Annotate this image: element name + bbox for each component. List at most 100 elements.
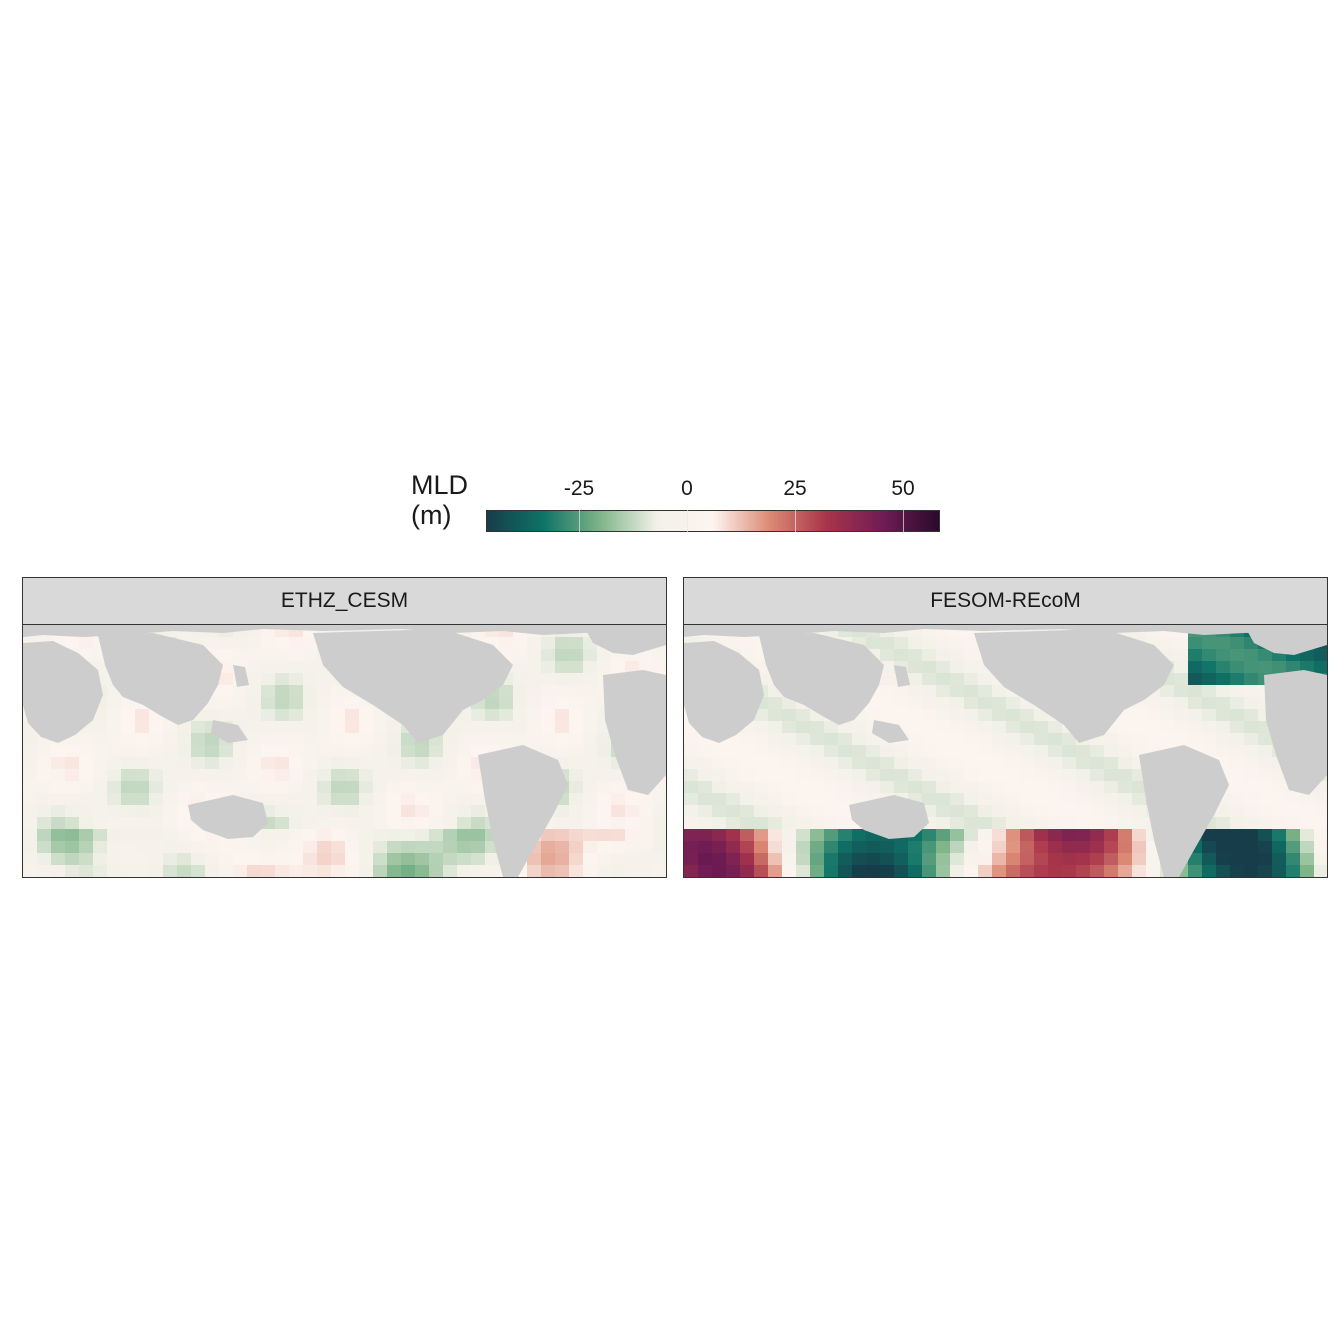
mld-cell — [303, 853, 318, 866]
mld-cell — [317, 745, 332, 758]
mld-cell — [135, 805, 150, 818]
mld-cell — [1230, 697, 1245, 710]
mld-cell — [1118, 829, 1133, 842]
mld-cell — [569, 829, 584, 842]
mld-cell — [1034, 757, 1049, 770]
mld-cell — [768, 721, 783, 734]
mld-cell — [177, 853, 192, 866]
mld-cell — [289, 829, 304, 842]
mld-cell — [866, 865, 881, 877]
mld-cell — [1216, 685, 1231, 698]
mld-cell — [457, 805, 472, 818]
mld-cell — [611, 841, 626, 854]
mld-cell — [303, 805, 318, 818]
mld-cell — [782, 829, 797, 842]
mld-cell — [289, 709, 304, 722]
mld-cell — [852, 745, 867, 758]
mld-cell — [1286, 661, 1301, 674]
mld-cell — [93, 853, 108, 866]
mld-cell — [1062, 841, 1077, 854]
mld-cell — [135, 721, 150, 734]
mld-cell — [768, 757, 783, 770]
mld-cell — [625, 817, 640, 830]
mld-cell — [163, 853, 178, 866]
mld-cell — [177, 865, 192, 877]
mld-cell — [457, 829, 472, 842]
mld-cell — [429, 853, 444, 866]
mld-cell — [978, 793, 993, 806]
mld-cell — [583, 841, 598, 854]
mld-cell — [317, 685, 332, 698]
mld-cell — [37, 757, 52, 770]
mld-cell — [964, 793, 979, 806]
mld-cell — [1230, 841, 1245, 854]
mld-cell — [135, 853, 150, 866]
mld-cell — [852, 853, 867, 866]
mld-cell — [922, 841, 937, 854]
mld-cell — [726, 745, 741, 758]
mld-cell — [992, 793, 1007, 806]
mld-cell — [317, 829, 332, 842]
mld-cell — [569, 721, 584, 734]
mld-cell — [1216, 721, 1231, 734]
mld-cell — [597, 793, 612, 806]
mld-cell — [838, 841, 853, 854]
mld-cell — [1216, 841, 1231, 854]
mld-cell — [1076, 805, 1091, 818]
mld-cell — [1006, 841, 1021, 854]
mld-cell — [317, 721, 332, 734]
mld-cell — [936, 637, 951, 650]
mld-cell — [191, 769, 206, 782]
mld-cell — [768, 865, 783, 877]
mld-cell — [1188, 673, 1203, 686]
mld-cell — [653, 649, 666, 662]
mld-cell — [1062, 817, 1077, 830]
mld-cell — [684, 865, 699, 877]
mld-cell — [65, 805, 80, 818]
mld-cell — [79, 853, 94, 866]
mld-cell — [345, 865, 360, 877]
mld-cell — [597, 865, 612, 877]
mld-cell — [880, 685, 895, 698]
mld-cell — [1244, 757, 1259, 770]
mld-cell — [1244, 709, 1259, 722]
mld-cell — [275, 745, 290, 758]
mld-cell — [65, 853, 80, 866]
mld-cell — [247, 649, 262, 662]
mld-cell — [569, 853, 584, 866]
mld-cell — [964, 757, 979, 770]
mld-cell — [740, 841, 755, 854]
mld-cell — [51, 745, 66, 758]
mld-cell — [1230, 661, 1245, 674]
mld-cell — [149, 733, 164, 746]
mld-cell — [429, 769, 444, 782]
mld-cell — [908, 757, 923, 770]
legend: MLD (m) -25 0 25 50 — [0, 0, 1344, 560]
mld-cell — [233, 685, 248, 698]
mld-cell — [401, 817, 416, 830]
mld-cell — [541, 733, 556, 746]
mld-cell — [740, 781, 755, 794]
land-polygon — [1244, 625, 1327, 655]
mld-cell — [894, 745, 909, 758]
mld-cell — [936, 733, 951, 746]
mld-cell — [1020, 781, 1035, 794]
mld-cell — [401, 793, 416, 806]
mld-cell — [555, 637, 570, 650]
mld-cell — [838, 781, 853, 794]
mld-cell — [1090, 781, 1105, 794]
mld-cell — [964, 637, 979, 650]
mld-cell — [964, 853, 979, 866]
mld-cell — [513, 649, 528, 662]
mld-cell — [992, 757, 1007, 770]
mld-cell — [261, 637, 276, 650]
mld-cell — [569, 817, 584, 830]
mld-cell — [177, 781, 192, 794]
mld-cell — [457, 793, 472, 806]
legend-tick-mark — [579, 510, 580, 532]
mld-cell — [205, 865, 220, 877]
mld-cell — [964, 685, 979, 698]
mld-cell — [555, 649, 570, 662]
mld-cell — [922, 733, 937, 746]
mld-cell — [880, 781, 895, 794]
